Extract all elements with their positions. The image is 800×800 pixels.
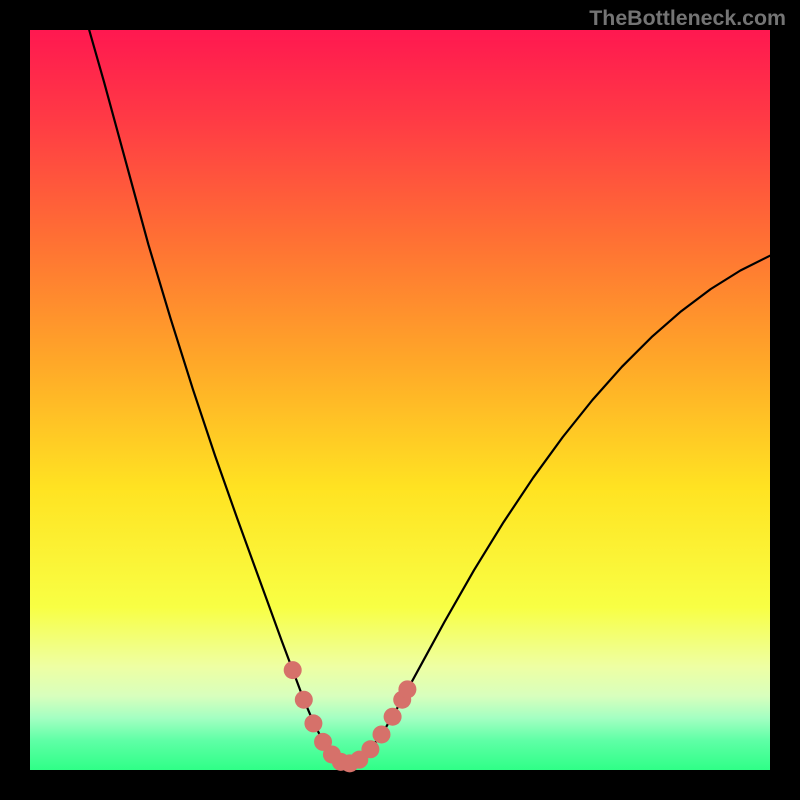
curve-marker xyxy=(295,691,313,709)
curve-marker xyxy=(373,725,391,743)
curve-marker xyxy=(384,708,402,726)
curve-marker xyxy=(361,740,379,758)
curve-marker xyxy=(304,714,322,732)
curve-marker xyxy=(398,680,416,698)
curve-marker xyxy=(284,661,302,679)
gradient-background xyxy=(30,30,770,770)
chart-container: TheBottleneck.com xyxy=(0,0,800,800)
bottleneck-chart xyxy=(0,0,800,800)
watermark-text: TheBottleneck.com xyxy=(589,6,786,31)
